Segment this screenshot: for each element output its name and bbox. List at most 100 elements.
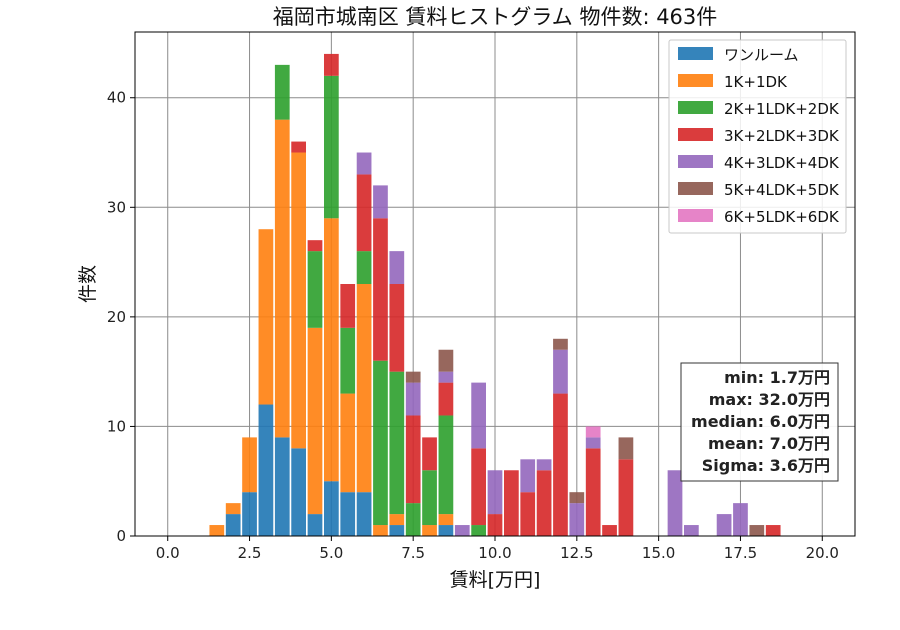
- bar-series-4: [373, 218, 388, 361]
- bar-series-4: [520, 492, 536, 536]
- bar-series-5: [520, 459, 536, 493]
- bar-series-3: [356, 251, 372, 284]
- stats-line: min: 1.7万円: [724, 368, 830, 387]
- bar-series-2: [324, 218, 339, 482]
- x-tick-label: 5.0: [319, 544, 343, 562]
- bar-series-3: [274, 64, 290, 120]
- legend-label: ワンルーム: [724, 46, 799, 64]
- bar-series-4: [553, 393, 568, 536]
- y-tick-label: 40: [107, 89, 126, 107]
- bar-series-5: [684, 525, 699, 536]
- bar-series-5: [389, 251, 405, 284]
- bar-series-7: [585, 426, 601, 438]
- bar-series-4: [487, 514, 503, 536]
- bar-series-1: [258, 404, 274, 536]
- legend-swatch: [678, 128, 713, 141]
- legend-swatch: [678, 155, 713, 168]
- bar-series-2: [274, 119, 290, 438]
- stats-lines: min: 1.7万円 max: 32.0万円 median: 6.0万円 mean: …: [691, 368, 830, 475]
- bar-series-5: [716, 514, 732, 536]
- bar-series-2: [225, 503, 241, 515]
- legend-swatch: [678, 74, 713, 87]
- bar-series-1: [225, 514, 241, 536]
- x-tick-label: 17.5: [724, 544, 757, 562]
- bar-series-1: [274, 437, 290, 536]
- bar-series-4: [602, 525, 617, 536]
- bar-series-5: [487, 470, 503, 515]
- bar-series-4: [438, 382, 454, 416]
- bar-series-3: [307, 251, 323, 328]
- bar-series-5: [569, 503, 585, 536]
- bar-series-4: [405, 415, 421, 504]
- bar-series-6: [553, 338, 568, 350]
- bar-series-2: [258, 229, 274, 405]
- bar-series-5: [438, 371, 454, 383]
- bar-series-1: [242, 492, 257, 536]
- axis-ticks: 0.0 2.5 5.0 7.5 10.0 12.5 15.0 17.5 20.0 0 10 20 30 4…: [107, 89, 839, 562]
- bar-series-3: [405, 503, 421, 536]
- legend-swatch: [678, 209, 713, 222]
- bar-series-1: [324, 481, 339, 536]
- bar-series-2: [209, 525, 225, 536]
- bar-series-4: [356, 174, 372, 252]
- bar-series-4: [307, 240, 323, 252]
- bar-series-4: [324, 53, 339, 76]
- legend-label: 2K+1LDK+2DK: [724, 100, 840, 118]
- bar-series-5: [454, 525, 470, 536]
- bar-series-5: [373, 185, 388, 219]
- bar-series-4: [291, 141, 306, 153]
- x-tick-label: 20.0: [806, 544, 839, 562]
- bar-series-2: [242, 437, 257, 493]
- bar-series-5: [733, 503, 748, 536]
- bar-series-2: [356, 284, 372, 493]
- bar-series-4: [422, 437, 437, 471]
- bar-series-6: [569, 492, 585, 504]
- legend-swatch: [678, 101, 713, 114]
- bar-series-4: [536, 470, 552, 536]
- x-tick-label: 0.0: [156, 544, 180, 562]
- bar-series-1: [438, 525, 454, 536]
- x-tick-label: 15.0: [642, 544, 675, 562]
- bar-series-2: [307, 327, 323, 515]
- legend-label: 1K+1DK: [724, 73, 788, 91]
- chart-title: 福岡市城南区 賃料ヒストグラム 物件数: 463件: [273, 5, 718, 29]
- bar-series-3: [471, 525, 486, 536]
- bar-series-4: [389, 284, 405, 372]
- stats-line: mean: 7.0万円: [708, 434, 830, 453]
- bar-series-2: [422, 525, 437, 536]
- bar-series-6: [405, 371, 421, 383]
- stats-line: Sigma: 3.6万円: [702, 456, 830, 475]
- bar-series-1: [307, 514, 323, 536]
- bar-series-3: [373, 360, 388, 526]
- bar-series-5: [356, 152, 372, 175]
- bar-series-1: [389, 525, 405, 536]
- legend-label: 5K+4LDK+5DK: [724, 181, 840, 199]
- x-tick-label: 7.5: [401, 544, 425, 562]
- legend-box: [668, 39, 847, 234]
- bar-series-5: [667, 470, 683, 536]
- legend-items: ワンルーム 1K+1DK 2K+1LDK+2DK 3K+2LDK+3DK 4K+3LDK…: [678, 46, 840, 226]
- x-tick-label: 10.0: [478, 544, 511, 562]
- legend-swatch: [678, 47, 713, 60]
- bar-series-5: [471, 382, 486, 449]
- bar-series-4: [618, 459, 634, 536]
- bar-series-4: [765, 525, 781, 536]
- y-tick-label: 0: [116, 527, 126, 545]
- bar-series-4: [504, 470, 519, 536]
- bar-series-3: [422, 470, 437, 526]
- bar-series-6: [618, 437, 634, 460]
- legend-label: 4K+3LDK+4DK: [724, 154, 840, 172]
- bar-series-3: [324, 75, 339, 219]
- bar-series-6: [749, 525, 765, 536]
- bar-series-2: [373, 525, 388, 536]
- bar-series-4: [471, 448, 486, 526]
- y-tick-label: 10: [107, 417, 126, 435]
- stats-box-frame: [680, 362, 839, 482]
- y-tick-label: 20: [107, 308, 126, 326]
- bar-series-3: [438, 415, 454, 515]
- legend: ワンルーム 1K+1DK 2K+1LDK+2DK 3K+2LDK+3DK 4K+3LDK…: [668, 39, 847, 234]
- bar-series-1: [340, 492, 356, 536]
- bar-series-2: [291, 152, 306, 449]
